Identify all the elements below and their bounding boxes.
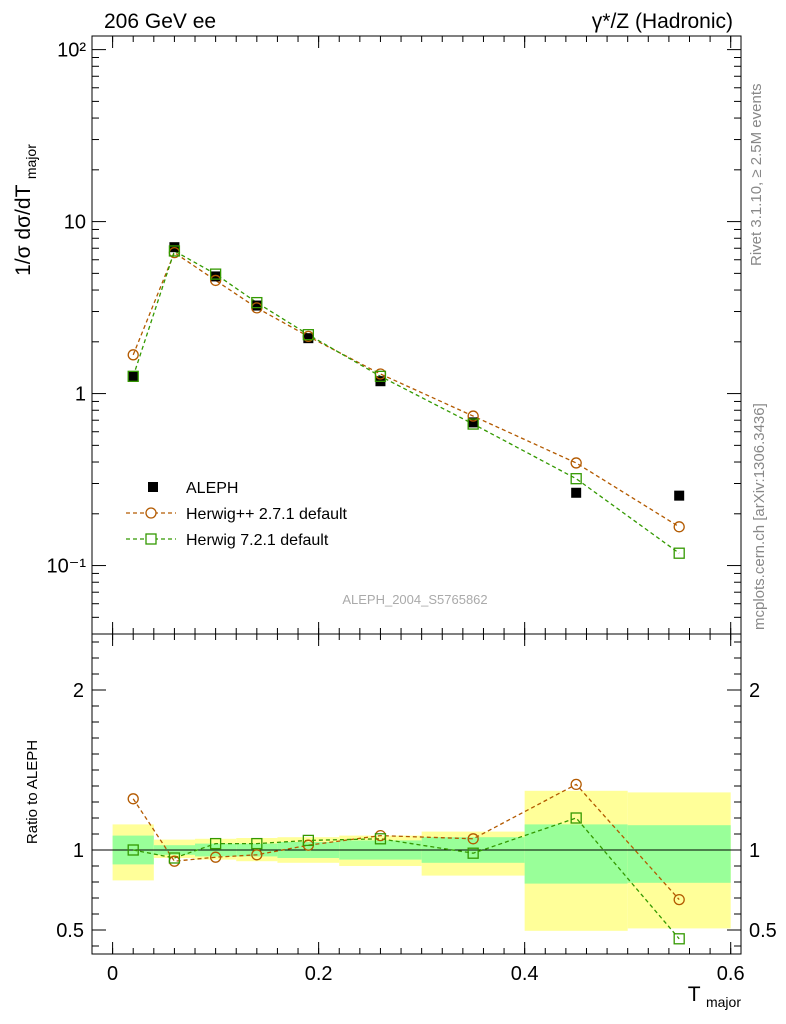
data-point [251,300,262,311]
legend-data-marker [148,482,158,492]
ratio-herwig7-point [168,852,181,864]
x-axis-label: T major [688,983,742,1010]
ratio-herwig7-point [467,847,479,859]
ratio-y-tick-label-right: 1 [749,840,760,862]
data-point [210,271,221,282]
ratio-herwigpp-point [209,851,222,863]
herwigpp-point [127,349,139,361]
herwig7-point [570,473,582,485]
legend-herwig7-marker [145,533,157,545]
ratio-y-tick-label-right: 0.5 [749,920,777,942]
data-point [303,333,314,344]
header-left: 206 GeV ee [104,10,216,33]
herwigpp-point [467,410,479,422]
ratio-herwig7-point [251,837,263,850]
ratio-herwig7-point [570,812,582,824]
ratio-herwigpp-point [467,833,479,845]
legend-herwigpp-label: Herwig++ 2.7.1 default [186,506,348,523]
ratio-y-tick-label-right: 2 [749,680,760,702]
herwigpp-point [673,521,685,533]
ratio-y-tick-label: 0.5 [56,920,84,942]
ratio-herwig7-point [209,837,222,850]
herwigpp-point [570,457,582,469]
ratio-y-tick-label: 1 [73,840,84,862]
data-point [128,371,139,382]
main-y-tick-label: 10⁻¹ [47,556,87,578]
herwig7-point [374,370,387,382]
data-point [674,490,685,501]
ratio-herwigpp-point [570,778,582,791]
main-y-tick-label: 1 [75,384,86,406]
ratio-herwig7-point [673,933,685,945]
herwig7-point [209,268,222,280]
ratio-herwig7-point [302,834,314,847]
ratio-y-label: Ratio to ALEPH [24,740,41,844]
x-tick-label: 0.4 [511,963,539,985]
main-y-label-sub: major [23,144,39,179]
ratio-herwigpp-point [673,893,685,906]
ratio-herwigpp-point [251,849,263,861]
ratio-axes: 0.5 0.5 1 1 2 2 0 0.2 0.4 0.6 [56,634,777,985]
main-y-tick-label: 10² [57,40,86,62]
herwig7-point [127,370,139,382]
x-axis-label-sub: major [706,994,741,1010]
herwig7-point [467,418,479,430]
header-right: γ*/Z (Hadronic) [592,10,733,33]
rivet-note: Rivet 3.1.10, ≥ 2.5M events [748,84,765,267]
ratio-inner-band [627,825,731,883]
ratio-herwigpp-point [127,793,139,805]
data-point [571,487,582,498]
legend-data-label: ALEPH [186,480,238,497]
herwig7-point [302,329,314,341]
mcplots-note: mcplots.cern.ch [arXiv:1306.3436] [751,403,768,630]
ratio-herwig7-point [127,844,139,856]
main-y-tick-label: 10 [64,212,86,234]
main-y-axis: 10⁻¹ 1 10 10² [47,36,741,635]
x-tick-label: 0.2 [305,963,333,985]
legend-herwigpp-marker [145,507,157,519]
ratio-herwig7-point [374,833,387,845]
x-tick-label: 0.6 [717,963,745,985]
x-axis-label-main: T [688,983,701,1006]
main-series-layer [127,242,685,559]
analysis-watermark: ALEPH_2004_S5765862 [342,592,487,607]
ratio-series-layer [127,778,685,945]
data-point [468,417,479,428]
main-y-label-main: 1/σ dσ/dT [12,184,35,275]
ratio-y-tick-label: 2 [73,680,84,702]
main-y-label: 1/σ dσ/dT major [12,144,39,276]
herwig7-point [673,547,685,559]
herwig7-point [168,245,181,257]
herwigpp-point [209,274,222,287]
ratio-uncertainty-bands [112,790,731,931]
ratio-inner-band [524,824,628,884]
legend: ALEPH Herwig++ 2.7.1 default Herwig 7.2.… [126,480,348,549]
herwig7-point [251,296,263,309]
ratio-panel-frame [91,633,742,955]
x-tick-label: 0 [107,963,118,985]
legend-herwig7-label: Herwig 7.2.1 default [186,532,329,549]
